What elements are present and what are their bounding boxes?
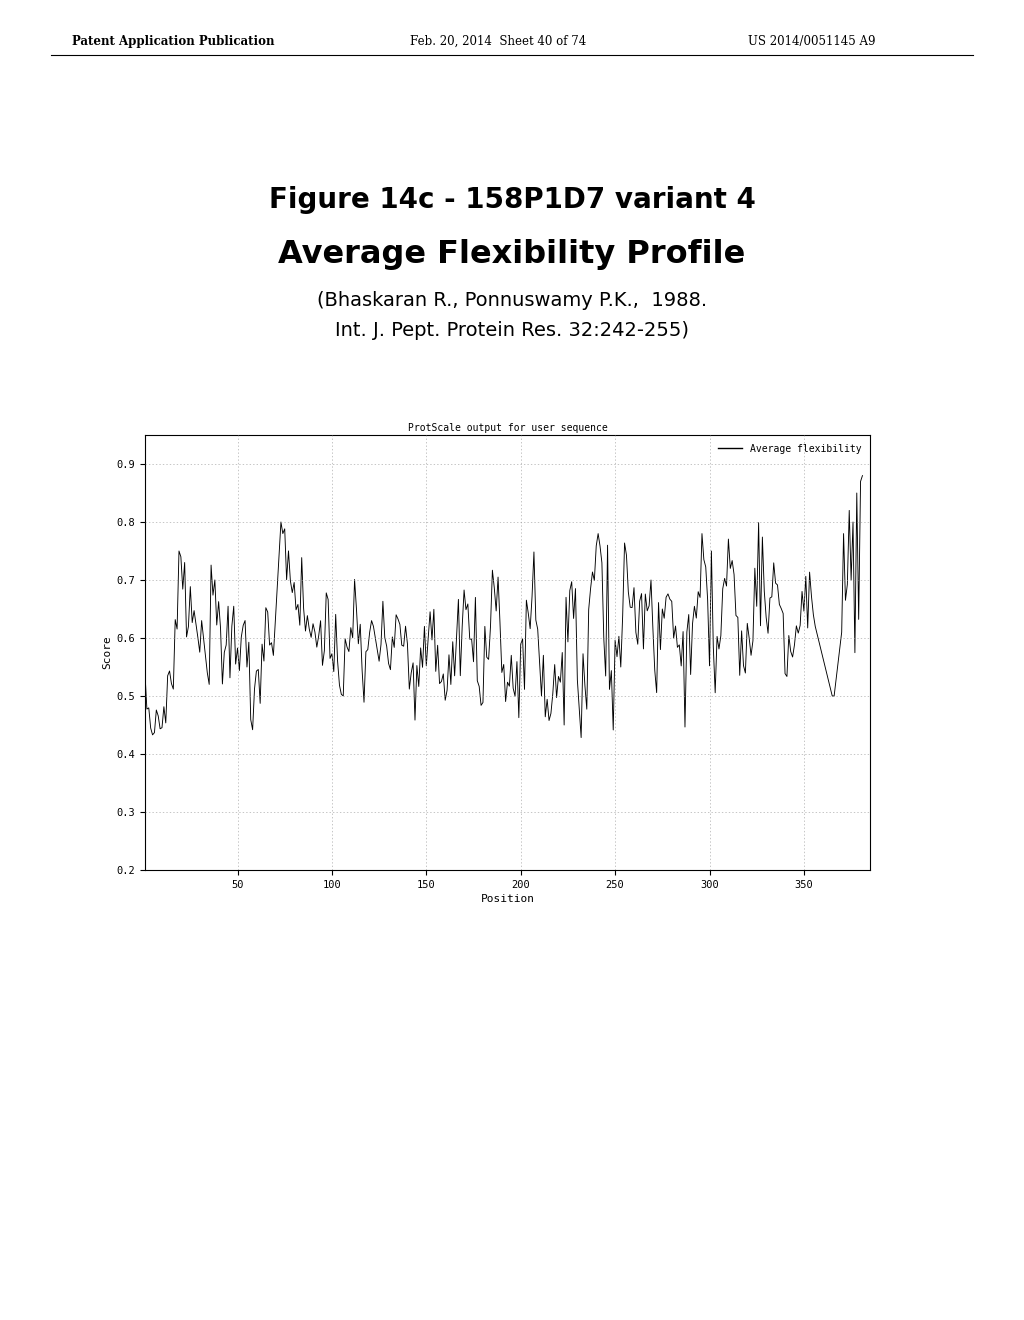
- Text: (Bhaskaran R., Ponnuswamy P.K.,  1988.: (Bhaskaran R., Ponnuswamy P.K., 1988.: [317, 290, 707, 309]
- Title: ProtScale output for user sequence: ProtScale output for user sequence: [408, 422, 607, 433]
- Y-axis label: Score: Score: [102, 636, 113, 669]
- Text: Patent Application Publication: Patent Application Publication: [72, 36, 274, 48]
- Text: Figure 14c - 158P1D7 variant 4: Figure 14c - 158P1D7 variant 4: [268, 186, 756, 214]
- Legend: Average flexibility: Average flexibility: [714, 440, 865, 458]
- Text: US 2014/0051145 A9: US 2014/0051145 A9: [748, 36, 876, 48]
- X-axis label: Position: Position: [480, 894, 535, 904]
- Text: Feb. 20, 2014  Sheet 40 of 74: Feb. 20, 2014 Sheet 40 of 74: [410, 36, 586, 48]
- Text: Average Flexibility Profile: Average Flexibility Profile: [279, 239, 745, 271]
- Text: Int. J. Pept. Protein Res. 32:242-255): Int. J. Pept. Protein Res. 32:242-255): [335, 321, 689, 339]
